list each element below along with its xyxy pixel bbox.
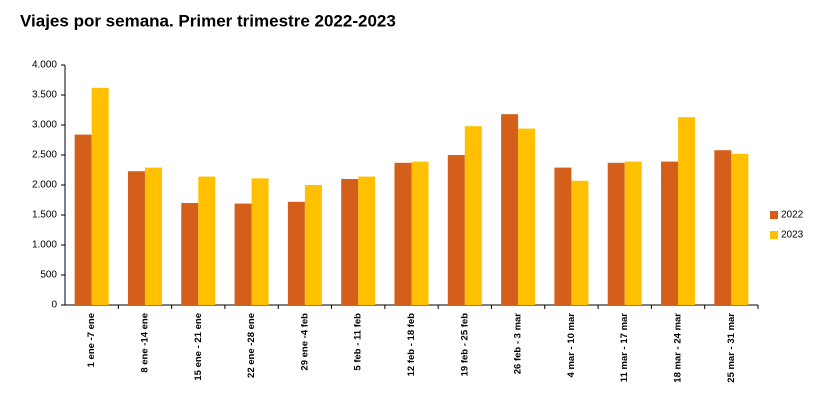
bar xyxy=(678,117,696,305)
bar xyxy=(198,176,216,305)
y-tick-label: 500 xyxy=(40,270,57,281)
y-tick-label: 1.000 xyxy=(32,240,57,251)
x-tick-label: 18 mar - 24 mar xyxy=(673,313,684,383)
bar xyxy=(464,126,482,305)
bar xyxy=(607,162,625,305)
y-tick-label: 2.000 xyxy=(32,180,57,191)
x-tick-label: 5 feb - 11 feb xyxy=(353,313,364,371)
y-tick-label: 3.000 xyxy=(32,120,57,131)
y-tick-label: 0 xyxy=(51,300,57,311)
bar xyxy=(341,179,359,305)
bar xyxy=(287,201,305,305)
y-tick-label: 1.500 xyxy=(32,210,57,221)
bar xyxy=(181,203,199,305)
bar xyxy=(304,185,322,305)
bar xyxy=(144,167,162,305)
legend-swatch xyxy=(770,211,778,219)
bar xyxy=(411,161,429,305)
bar xyxy=(501,114,519,305)
bar xyxy=(518,128,536,305)
y-tick-label: 4.000 xyxy=(32,60,57,71)
x-tick-label: 26 feb - 3 mar xyxy=(513,313,524,375)
bar xyxy=(74,134,92,305)
x-tick-label: 19 feb - 25 feb xyxy=(459,313,470,377)
bar xyxy=(661,161,679,305)
bar xyxy=(234,203,252,305)
legend-label: 2023 xyxy=(781,230,804,241)
bar xyxy=(571,180,589,305)
bar xyxy=(91,87,109,305)
x-tick-label: 8 ene -14 ene xyxy=(139,313,150,373)
x-tick-label: 22 ene -28 ene xyxy=(246,313,257,378)
bar xyxy=(358,176,376,305)
bar xyxy=(251,178,269,305)
x-tick-label: 15 ene - 21 ene xyxy=(193,313,204,381)
bar xyxy=(394,162,412,305)
x-tick-label: 11 mar - 17 mar xyxy=(619,313,630,382)
chart-title: Viajes por semana. Primer trimestre 2022… xyxy=(20,11,396,30)
bar xyxy=(624,161,642,305)
x-tick-label: 25 mar - 31 mar xyxy=(726,313,737,383)
x-tick-label: 29 ene -4 feb xyxy=(299,313,310,371)
legend-swatch xyxy=(770,231,778,239)
bar xyxy=(127,171,145,305)
legend-label: 2022 xyxy=(781,210,804,221)
bar xyxy=(447,155,465,305)
bar xyxy=(731,153,749,305)
x-tick-label: 12 feb - 18 feb xyxy=(406,313,417,377)
bar xyxy=(554,167,572,305)
x-tick-label: 1 ene -7 ene xyxy=(86,313,97,367)
y-tick-label: 2.500 xyxy=(32,150,57,161)
bar xyxy=(714,150,732,305)
x-tick-label: 4 mar - 10 mar xyxy=(566,313,577,378)
y-tick-label: 3.500 xyxy=(32,90,57,101)
